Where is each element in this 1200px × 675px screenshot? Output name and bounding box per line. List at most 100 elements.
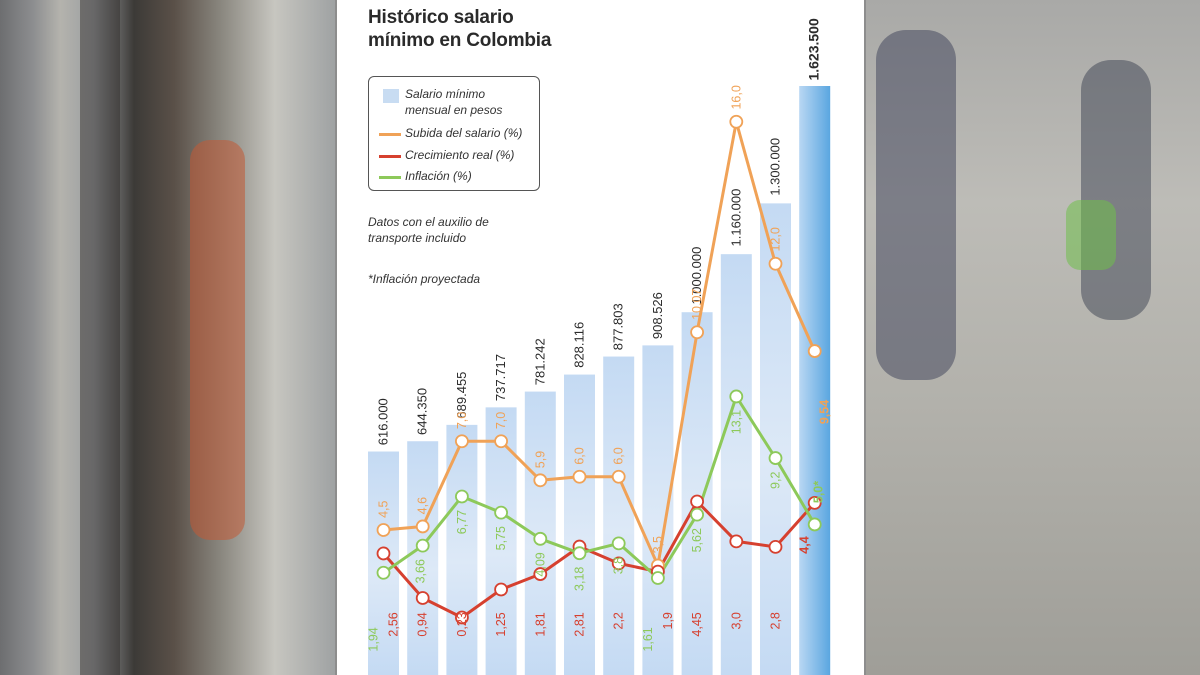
point-real-growth-8 xyxy=(690,494,705,509)
point-inflation-7 xyxy=(650,571,665,585)
point-salary-raise-10 xyxy=(768,256,783,271)
data-label-inflation-6: 3,8 xyxy=(612,557,626,574)
data-label-inflation-9: 13,1 xyxy=(729,410,743,434)
point-inflation-8 xyxy=(690,507,705,522)
point-salary-raise-3 xyxy=(494,434,509,449)
bar-label-8: 1.000.000 xyxy=(689,247,704,305)
data-label-inflation-1: 3,66 xyxy=(414,559,428,583)
point-salary-raise-1 xyxy=(415,519,430,534)
data-label-inflation-3: 5,75 xyxy=(494,526,508,550)
data-label-real-growth-2: 0,23 xyxy=(455,612,469,636)
data-label-inflation-5: 3,18 xyxy=(573,567,587,591)
point-real-growth-1 xyxy=(415,591,430,605)
bar-11 xyxy=(799,86,831,675)
data-label-inflation-4: 4,09 xyxy=(533,552,547,576)
point-inflation-1 xyxy=(415,538,430,553)
point-salary-raise-9 xyxy=(729,114,744,129)
background-blur-shape xyxy=(876,30,956,380)
point-salary-raise-4 xyxy=(533,473,548,488)
chart-title: Histórico salario mínimo en Colombia xyxy=(368,7,552,51)
data-label-real-growth-9: 3,0 xyxy=(729,612,743,629)
bar-label-10: 1.300.000 xyxy=(768,138,783,196)
bar-label-4: 781.242 xyxy=(532,338,547,385)
data-label-real-growth-8: 4,45 xyxy=(690,612,704,636)
chart-legend: Salario mínimo mensual en pesos Subida d… xyxy=(368,76,540,191)
bar-label-0: 616.000 xyxy=(376,398,391,445)
bar-label-2: 689.455 xyxy=(454,372,469,419)
legend-label-salary: Salario mínimo mensual en pesos xyxy=(405,87,503,117)
bar-label-5: 828.116 xyxy=(572,322,587,368)
background-right-blur xyxy=(866,0,1200,675)
legend-swatch-bar xyxy=(383,89,399,103)
point-inflation-2 xyxy=(455,489,469,504)
bar-8 xyxy=(681,312,713,675)
bar-6 xyxy=(603,356,635,675)
background-blur-shape xyxy=(190,140,245,540)
bar-label-7: 908.526 xyxy=(650,292,665,339)
data-label-real-growth-11: 4,4 xyxy=(798,536,812,553)
point-salary-raise-0 xyxy=(376,523,391,537)
point-real-growth-0 xyxy=(376,546,391,561)
data-label-real-growth-3: 1,25 xyxy=(494,612,508,636)
point-inflation-9 xyxy=(729,389,744,404)
legend-label-inflation: Inflación (%) xyxy=(405,169,472,183)
data-label-salary-raise-8: 10,07 xyxy=(690,289,704,320)
series-line-salary-raise xyxy=(383,120,817,567)
data-label-salary-raise-6: 6,0 xyxy=(612,447,626,464)
point-salary-raise-11 xyxy=(807,344,822,358)
data-label-inflation-11: 5,0* xyxy=(812,481,826,503)
legend-swatch-inflation xyxy=(379,176,401,179)
series-line-inflation xyxy=(382,395,816,580)
data-label-real-growth-4: 1,81 xyxy=(533,612,547,636)
legend-swatch-salary-raise xyxy=(379,133,401,136)
point-inflation-0 xyxy=(376,565,391,580)
bar-label-9: 1.160.000 xyxy=(728,189,743,247)
background-blur-shape xyxy=(1066,200,1116,270)
note-inflation: *Inflación proyectada xyxy=(368,272,481,286)
point-real-growth-3 xyxy=(494,582,509,597)
panel-edge xyxy=(335,0,337,675)
point-inflation-3 xyxy=(494,505,509,520)
bar-label-3: 737.717 xyxy=(493,354,508,401)
bar-9 xyxy=(720,254,752,675)
point-inflation-10 xyxy=(768,451,783,465)
data-label-real-growth-1: 0,94 xyxy=(416,612,430,636)
background-blur-shape xyxy=(1081,60,1151,320)
infographic-panel: Histórico salario mínimo en Colombia Sal… xyxy=(335,0,866,675)
data-label-real-growth-6: 2,2 xyxy=(612,612,626,629)
data-label-inflation-7: 1,61 xyxy=(641,627,655,651)
data-label-real-growth-0: 2,56 xyxy=(387,612,401,636)
data-label-salary-raise-0: 4,5 xyxy=(377,500,391,517)
bar-1 xyxy=(407,441,439,675)
background-blur-shape xyxy=(80,0,120,675)
point-salary-raise-2 xyxy=(455,434,469,449)
point-real-growth-11 xyxy=(807,495,822,510)
point-salary-raise-5 xyxy=(572,469,587,484)
data-label-salary-raise-4: 5,9 xyxy=(533,451,547,468)
data-label-real-growth-7: 1,9 xyxy=(661,612,675,629)
point-inflation-6 xyxy=(611,536,626,551)
point-salary-raise-8 xyxy=(690,325,705,340)
bar-label-6: 877.803 xyxy=(611,303,626,350)
bar-label-1: 644.350 xyxy=(415,388,430,435)
legend-label-salary-raise: Subida del salario (%) xyxy=(405,126,523,140)
bar-5 xyxy=(564,374,595,675)
point-real-growth-6 xyxy=(611,556,626,571)
data-label-salary-raise-3: 7,0 xyxy=(494,412,508,429)
point-salary-raise-6 xyxy=(611,469,626,484)
background-left-blur xyxy=(0,0,335,675)
bar-label-11: 1.623.500 xyxy=(806,18,822,80)
data-label-salary-raise-2: 7,0 xyxy=(455,412,469,429)
panel-edge xyxy=(864,0,866,675)
point-inflation-5 xyxy=(572,546,587,561)
data-label-real-growth-10: 2,8 xyxy=(769,612,783,629)
point-real-growth-4 xyxy=(533,567,548,581)
point-real-growth-10 xyxy=(768,539,783,554)
data-label-salary-raise-9: 16,0 xyxy=(729,85,743,109)
point-real-growth-2 xyxy=(455,610,469,625)
data-label-salary-raise-11: 9,54 xyxy=(818,400,832,424)
chart-plot: 616.000 644.350 689.455 737.717 781.242 828.1… xyxy=(367,18,832,675)
legend-label-real-growth: Crecimiento real (%) xyxy=(405,148,515,162)
data-label-inflation-8: 5,62 xyxy=(690,528,704,552)
data-label-inflation-2: 6,77 xyxy=(455,510,469,534)
